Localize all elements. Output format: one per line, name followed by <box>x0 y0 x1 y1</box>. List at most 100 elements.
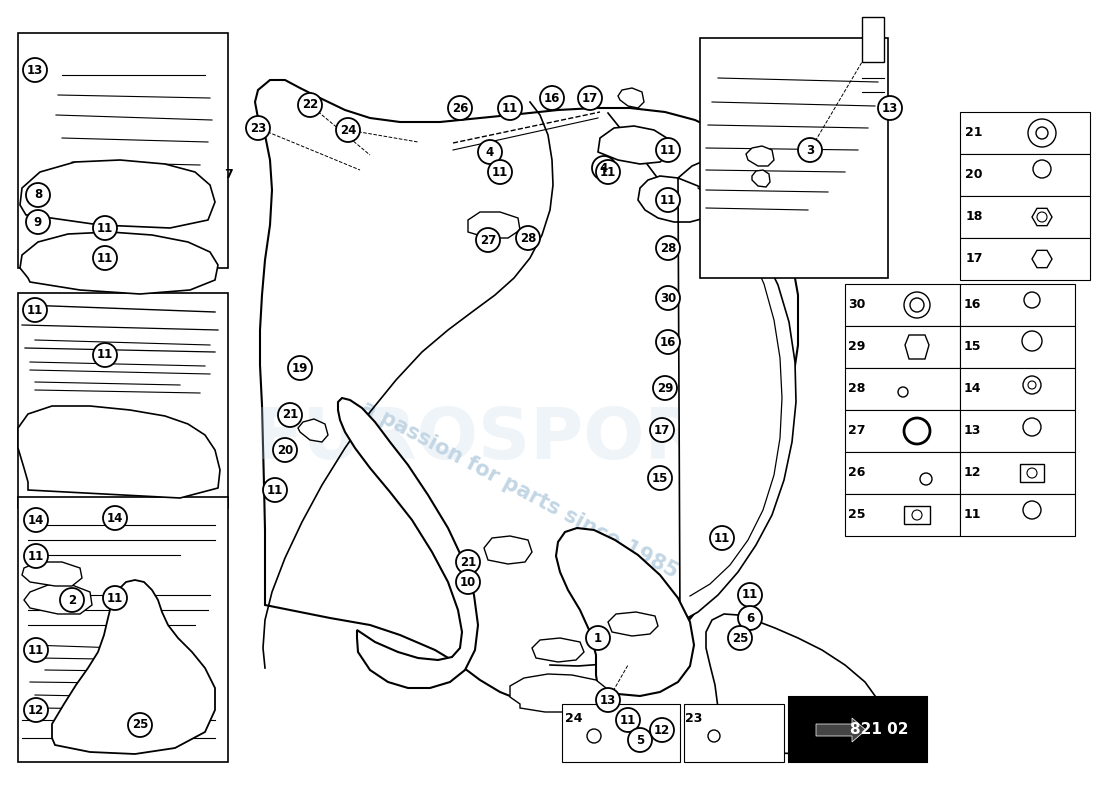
Text: 14: 14 <box>964 382 981 395</box>
Text: 16: 16 <box>964 298 981 311</box>
Text: 11: 11 <box>741 589 758 602</box>
Bar <box>18 293 228 508</box>
Circle shape <box>1028 119 1056 147</box>
Polygon shape <box>905 335 930 359</box>
Circle shape <box>1023 376 1041 394</box>
Circle shape <box>23 298 47 322</box>
Polygon shape <box>752 170 770 187</box>
Polygon shape <box>20 232 218 294</box>
Bar <box>960 494 1075 536</box>
Text: 11: 11 <box>97 251 113 265</box>
Text: 11: 11 <box>26 303 43 317</box>
Text: EUROSPORT: EUROSPORT <box>253 406 747 474</box>
Circle shape <box>656 138 680 162</box>
Text: 15: 15 <box>652 471 668 485</box>
Circle shape <box>336 118 360 142</box>
Text: 2: 2 <box>68 594 76 606</box>
Text: 12: 12 <box>653 723 670 737</box>
Circle shape <box>1028 381 1036 389</box>
Polygon shape <box>746 146 774 166</box>
Circle shape <box>628 728 652 752</box>
Circle shape <box>708 730 720 742</box>
Polygon shape <box>22 562 82 586</box>
Circle shape <box>94 216 117 240</box>
Text: 13: 13 <box>600 694 616 706</box>
Bar <box>862 17 884 62</box>
Circle shape <box>904 418 930 444</box>
Text: 26: 26 <box>452 102 469 114</box>
Circle shape <box>920 473 932 485</box>
Circle shape <box>540 86 564 110</box>
Circle shape <box>488 160 512 184</box>
Bar <box>960 238 1090 280</box>
Polygon shape <box>556 528 694 696</box>
Text: 821 02: 821 02 <box>849 722 909 738</box>
Circle shape <box>1024 292 1040 308</box>
Text: 25: 25 <box>132 718 148 731</box>
Circle shape <box>278 403 303 427</box>
Text: 11: 11 <box>660 143 676 157</box>
Polygon shape <box>1032 250 1052 268</box>
Circle shape <box>587 729 601 743</box>
Text: 28: 28 <box>520 231 536 245</box>
Circle shape <box>738 583 762 607</box>
Text: 12: 12 <box>964 466 981 479</box>
Text: 11: 11 <box>600 166 616 178</box>
Text: 17: 17 <box>966 253 982 266</box>
Circle shape <box>456 570 480 594</box>
Text: 13: 13 <box>26 63 43 77</box>
Circle shape <box>288 356 312 380</box>
Circle shape <box>498 96 522 120</box>
Circle shape <box>94 343 117 367</box>
Bar <box>960 326 1075 368</box>
Text: 11: 11 <box>964 509 981 522</box>
Text: 8: 8 <box>34 189 42 202</box>
Bar <box>960 410 1075 452</box>
Text: 21: 21 <box>460 555 476 569</box>
Circle shape <box>656 236 680 260</box>
Bar <box>18 33 228 268</box>
Text: 16: 16 <box>660 335 676 349</box>
Circle shape <box>478 140 502 164</box>
Text: 30: 30 <box>848 298 866 311</box>
Polygon shape <box>1032 208 1052 226</box>
Text: 11: 11 <box>267 483 283 497</box>
Circle shape <box>912 510 922 520</box>
Circle shape <box>1033 160 1050 178</box>
Bar <box>960 154 1090 196</box>
Polygon shape <box>618 88 644 108</box>
Polygon shape <box>532 638 584 662</box>
Circle shape <box>656 188 680 212</box>
Polygon shape <box>816 718 866 742</box>
Polygon shape <box>298 419 328 442</box>
Circle shape <box>23 58 47 82</box>
Bar <box>845 494 960 536</box>
Circle shape <box>103 586 127 610</box>
Circle shape <box>24 638 48 662</box>
Text: 30: 30 <box>660 291 676 305</box>
Text: 27: 27 <box>848 425 866 438</box>
Text: 11: 11 <box>502 102 518 114</box>
Bar <box>789 697 927 762</box>
Circle shape <box>910 298 924 312</box>
Circle shape <box>60 588 84 612</box>
Polygon shape <box>338 398 478 688</box>
Circle shape <box>578 86 602 110</box>
Text: a passion for parts since 1985: a passion for parts since 1985 <box>359 398 682 582</box>
Text: 9: 9 <box>34 215 42 229</box>
Polygon shape <box>255 80 798 705</box>
Circle shape <box>298 93 322 117</box>
Bar <box>684 704 784 762</box>
Circle shape <box>586 626 611 650</box>
Bar <box>960 368 1075 410</box>
Text: 13: 13 <box>882 102 898 114</box>
Circle shape <box>516 226 540 250</box>
Text: 11: 11 <box>97 349 113 362</box>
Text: 5: 5 <box>636 734 645 746</box>
Text: 6: 6 <box>746 611 755 625</box>
Bar <box>845 326 960 368</box>
Text: 11: 11 <box>492 166 508 178</box>
Text: 21: 21 <box>282 409 298 422</box>
Circle shape <box>1022 331 1042 351</box>
Polygon shape <box>706 614 880 754</box>
